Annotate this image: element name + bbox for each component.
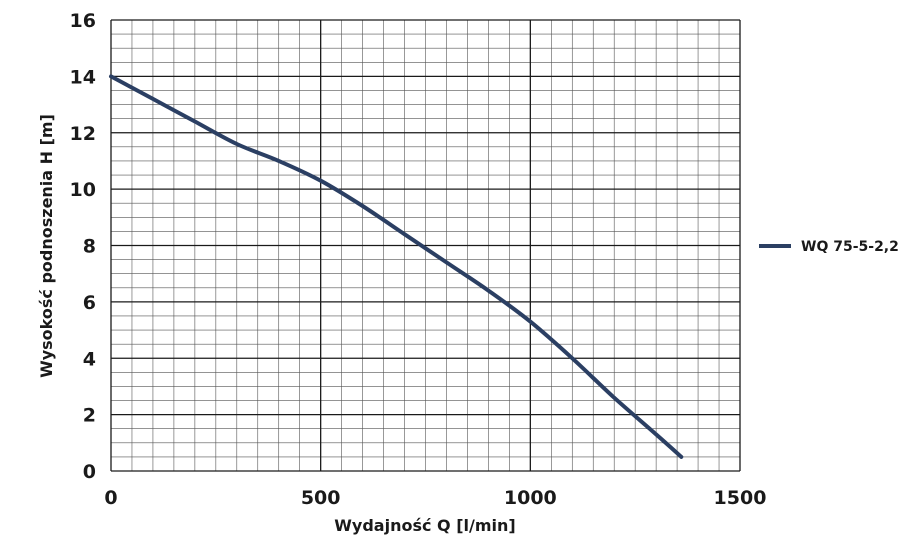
major-grid xyxy=(110,19,741,472)
y-tick-label: 6 xyxy=(83,292,96,314)
y-tick-label: 12 xyxy=(70,123,96,145)
series-line xyxy=(109,74,684,459)
y-axis-label: Wysokość podnoszenia H [m] xyxy=(37,114,56,378)
x-tick-label: 0 xyxy=(104,487,117,509)
tick-labels: 0 2 4 6 8 10 12 14 16 0 500 1000 1500 xyxy=(70,10,767,509)
y-tick-label: 10 xyxy=(70,179,96,201)
x-tick-label: 1500 xyxy=(714,487,767,509)
x-tick-label: 500 xyxy=(301,487,341,509)
legend: WQ 75-5-2,2 xyxy=(759,239,899,255)
series-layer xyxy=(109,74,684,459)
y-tick-label: 2 xyxy=(83,405,96,427)
y-tick-label: 14 xyxy=(70,66,96,88)
x-axis-label: Wydajność Q [l/min] xyxy=(334,516,515,535)
y-tick-label: 4 xyxy=(83,348,96,370)
y-tick-label: 16 xyxy=(70,10,96,32)
y-tick-label: 0 xyxy=(83,461,96,483)
y-tick-label: 8 xyxy=(83,236,96,258)
legend-label: WQ 75-5-2,2 xyxy=(801,239,899,255)
x-tick-label: 1000 xyxy=(504,487,557,509)
